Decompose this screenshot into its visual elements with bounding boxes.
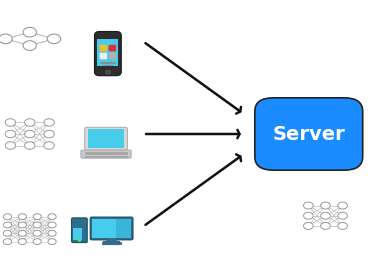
Circle shape bbox=[5, 142, 16, 149]
Circle shape bbox=[338, 212, 347, 219]
Circle shape bbox=[47, 34, 61, 44]
Circle shape bbox=[44, 119, 54, 126]
Circle shape bbox=[338, 222, 347, 229]
FancyBboxPatch shape bbox=[87, 129, 124, 148]
Circle shape bbox=[48, 239, 56, 244]
Circle shape bbox=[33, 214, 41, 220]
FancyBboxPatch shape bbox=[116, 219, 131, 238]
FancyBboxPatch shape bbox=[100, 45, 107, 51]
FancyBboxPatch shape bbox=[97, 39, 118, 66]
Circle shape bbox=[25, 130, 35, 138]
FancyBboxPatch shape bbox=[92, 219, 116, 238]
Circle shape bbox=[33, 230, 41, 236]
FancyBboxPatch shape bbox=[81, 150, 131, 158]
Text: Server: Server bbox=[272, 125, 345, 143]
Circle shape bbox=[44, 142, 54, 149]
Circle shape bbox=[304, 212, 313, 219]
Circle shape bbox=[25, 119, 35, 126]
Circle shape bbox=[105, 70, 110, 74]
Circle shape bbox=[3, 222, 12, 228]
Circle shape bbox=[33, 222, 41, 228]
Circle shape bbox=[48, 230, 56, 236]
FancyBboxPatch shape bbox=[100, 53, 107, 59]
FancyBboxPatch shape bbox=[94, 31, 121, 76]
FancyBboxPatch shape bbox=[73, 229, 82, 240]
FancyBboxPatch shape bbox=[71, 218, 87, 243]
Circle shape bbox=[23, 27, 36, 37]
Circle shape bbox=[44, 130, 54, 138]
Circle shape bbox=[304, 202, 313, 209]
Circle shape bbox=[18, 214, 26, 220]
Circle shape bbox=[304, 222, 313, 229]
Circle shape bbox=[25, 142, 35, 149]
Circle shape bbox=[0, 34, 12, 44]
Circle shape bbox=[48, 222, 56, 228]
FancyBboxPatch shape bbox=[84, 127, 127, 150]
FancyBboxPatch shape bbox=[90, 217, 133, 240]
Circle shape bbox=[321, 212, 330, 219]
Circle shape bbox=[338, 202, 347, 209]
Circle shape bbox=[321, 222, 330, 229]
FancyBboxPatch shape bbox=[109, 53, 116, 59]
FancyBboxPatch shape bbox=[109, 45, 116, 51]
Circle shape bbox=[3, 214, 12, 220]
Circle shape bbox=[5, 119, 16, 126]
FancyBboxPatch shape bbox=[255, 98, 363, 170]
Circle shape bbox=[3, 230, 12, 236]
Circle shape bbox=[48, 214, 56, 220]
Circle shape bbox=[5, 130, 16, 138]
Circle shape bbox=[18, 222, 26, 228]
Circle shape bbox=[18, 230, 26, 236]
Circle shape bbox=[18, 239, 26, 244]
Circle shape bbox=[23, 41, 36, 50]
Circle shape bbox=[33, 239, 41, 244]
Circle shape bbox=[321, 202, 330, 209]
Circle shape bbox=[77, 239, 81, 242]
Circle shape bbox=[3, 239, 12, 244]
